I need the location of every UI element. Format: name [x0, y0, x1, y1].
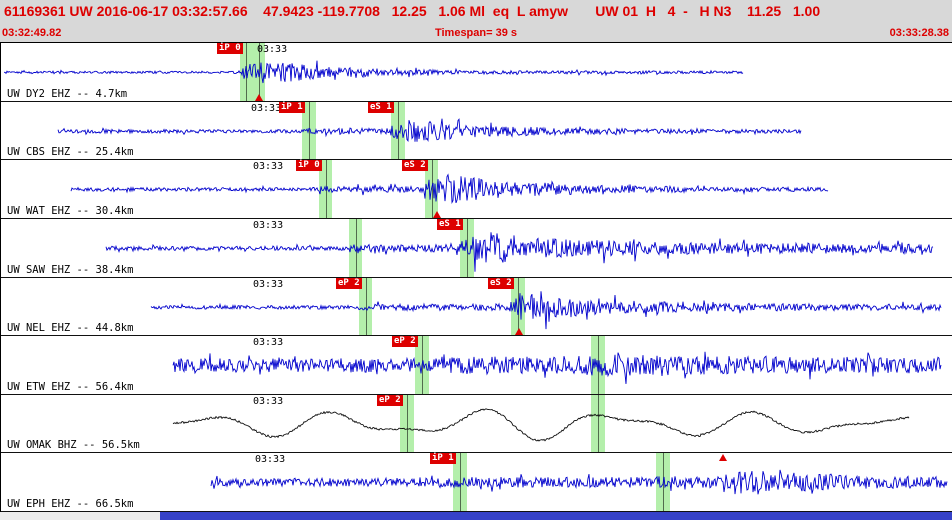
event-summary-line: 61169361 UW 2016-06-17 03:32:57.66 47.94… [4, 3, 821, 19]
waveform-trace [70, 173, 829, 205]
pick-flag-label[interactable]: eP 2 [377, 394, 403, 406]
waveform[interactable] [1, 278, 952, 337]
pick-flag-label[interactable]: eP 2 [336, 277, 362, 289]
waveform-trace [210, 470, 948, 495]
pick-triangle-icon[interactable] [433, 210, 441, 218]
trace-row[interactable]: 03:33 UW ETW EHZ -- 56.4km eP 2 [1, 336, 952, 395]
waveform-trace [4, 60, 744, 84]
pick-band[interactable] [302, 101, 316, 160]
time-window-bar: 03:32:49.82 Timespan= 39 s 03:33:28.38 [0, 27, 952, 41]
waveform-trace [57, 117, 802, 142]
pick-time-line [407, 394, 408, 453]
pick-time-line [355, 218, 357, 277]
pick-triangle-icon[interactable] [255, 93, 263, 101]
pick-flag-label[interactable]: eP 2 [392, 336, 418, 348]
waveform-trace [172, 408, 910, 442]
station-label: UW OMAK BHZ -- 56.5km [7, 439, 140, 452]
pick-time-line [365, 277, 367, 336]
pick-band[interactable] [400, 394, 414, 453]
pick-flag-label[interactable]: iP 1 [279, 101, 305, 113]
station-label: UW SAW EHZ -- 38.4km [7, 263, 134, 276]
pick-flag-label[interactable]: eS 2 [488, 277, 514, 289]
waveform-trace [150, 290, 942, 329]
pick-time-line [398, 101, 399, 160]
waveform[interactable] [1, 102, 952, 161]
waveform[interactable] [1, 43, 952, 102]
minute-label: 03:33 [253, 219, 284, 231]
trace-row[interactable]: 03:33 UW CBS EHZ -- 25.4km iP 1 eS 1 [1, 101, 952, 161]
pick-triangle-icon[interactable] [719, 454, 727, 462]
waveform[interactable] [1, 219, 952, 278]
pick-time-line [467, 218, 468, 277]
waveform[interactable] [1, 160, 952, 219]
minute-label: 03:33 [253, 395, 284, 407]
timespan-label: Timespan= 39 s [434, 27, 518, 39]
station-label: UW ETW EHZ -- 56.4km [7, 380, 134, 393]
station-label: UW NEL EHZ -- 44.8km [7, 322, 134, 335]
waveform[interactable] [1, 336, 952, 395]
pick-time-line [431, 160, 433, 218]
trace-row[interactable]: 03:33 UW OMAK BHZ -- 56.5km eP 2 [1, 394, 952, 454]
minute-label: 03:33 [255, 454, 286, 466]
waveform-trace [172, 351, 942, 385]
minute-label: 03:33 [257, 44, 288, 55]
station-label: UW DY2 EHZ -- 4.7km [7, 87, 128, 100]
pick-flag-label[interactable]: iP 0 [296, 160, 322, 172]
trace-row[interactable]: 03:33 UW WAT EHZ -- 30.4km iP 0 eS 2 [1, 160, 952, 219]
trace-row[interactable]: 03:33 UW SAW EHZ -- 38.4km eS 1 [1, 218, 952, 278]
window-end-time: 03:33:28.38 [889, 27, 949, 39]
pick-flag-label[interactable]: eS 1 [437, 218, 463, 230]
minute-label: 03:33 [253, 161, 284, 173]
minute-label: 03:33 [253, 337, 284, 349]
station-label: UW CBS EHZ -- 25.4km [7, 146, 134, 159]
scrollbar-track[interactable] [0, 512, 952, 520]
trace-row[interactable]: 03:33 UW EPH EHZ -- 66.5km iP 1 [1, 453, 952, 512]
minute-label: 03:33 [251, 102, 282, 114]
trace-row[interactable]: 03:33 UW NEL EHZ -- 44.8km eP 2 eS 2 [1, 277, 952, 337]
station-label: UW WAT EHZ -- 30.4km [7, 204, 134, 217]
waveform-trace [105, 232, 934, 272]
pick-flag-label[interactable]: eS 1 [368, 101, 394, 113]
trace-row[interactable]: 03:33 UW DY2 EHZ -- 4.7km iP 0 [1, 43, 952, 102]
waveform[interactable] [1, 453, 952, 512]
pick-time-line [598, 394, 599, 453]
station-label: UW EPH EHZ -- 66.5km [7, 498, 134, 510]
pick-band[interactable] [391, 101, 405, 160]
trace-area[interactable]: 03:33 UW DY2 EHZ -- 4.7km iP 0 03:33 UW … [0, 42, 952, 512]
pick-flag-label[interactable]: iP 1 [430, 453, 456, 465]
scrollbar-thumb[interactable] [160, 512, 952, 520]
pick-flag-label[interactable]: iP 0 [217, 43, 243, 54]
pick-triangle-icon[interactable] [515, 328, 523, 336]
waveform[interactable] [1, 395, 952, 454]
pick-time-line [258, 43, 260, 101]
pick-band[interactable] [359, 277, 372, 336]
pick-time-line [460, 453, 461, 511]
pick-flag-label[interactable]: eS 2 [402, 160, 428, 172]
pick-time-line [309, 101, 310, 160]
pick-band[interactable] [349, 218, 362, 277]
pick-band[interactable] [453, 453, 467, 511]
minute-label: 03:33 [253, 278, 284, 290]
pick-band[interactable] [591, 394, 605, 453]
event-header: 61169361 UW 2016-06-17 03:32:57.66 47.94… [0, 0, 952, 42]
window-start-time: 03:32:49.82 [2, 27, 62, 39]
